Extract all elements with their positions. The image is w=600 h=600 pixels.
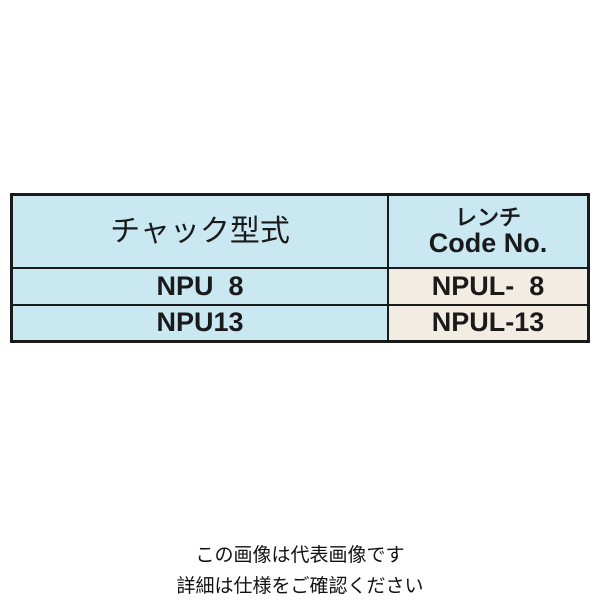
caption-line-2: 詳細は仕様をご確認ください (176, 575, 424, 597)
chuck-model-cell: NPU 8 (10, 267, 389, 306)
header-code-no-label: Code No. (428, 227, 548, 258)
chuck-model-cell: NPU13 (10, 303, 389, 343)
table-header-row: チャック型式 レンチ Code No. (10, 193, 590, 269)
table-row: NPU 8 NPUL- 8 (10, 267, 590, 306)
caption-line-1: この画像は代表画像です (195, 544, 405, 566)
table-row: NPU13 NPUL-13 (10, 303, 590, 343)
wrench-code-cell: NPUL-13 (387, 303, 590, 343)
header-wrench-label: レンチ (454, 204, 521, 230)
header-wrench-code: レンチ Code No. (387, 193, 590, 269)
header-chuck-model: チャック型式 (10, 193, 389, 269)
wrench-code-cell: NPUL- 8 (387, 267, 590, 306)
spec-table: チャック型式 レンチ Code No. NPU 8 NPUL- 8 NPU13 … (10, 193, 590, 343)
